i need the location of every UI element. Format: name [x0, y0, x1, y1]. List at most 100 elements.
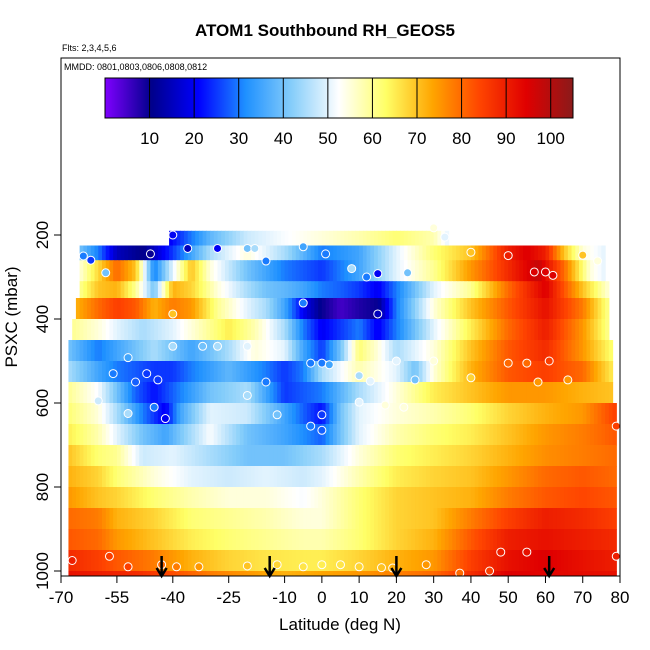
heatmap-cell: [213, 281, 219, 299]
heatmap-cell: [538, 340, 543, 362]
heatmap-cell: [195, 382, 200, 404]
heatmap-cell: [120, 571, 125, 576]
heatmap-cell: [128, 319, 133, 341]
heatmap-cell: [113, 319, 118, 341]
heatmap-cell: [407, 529, 412, 551]
heatmap-cell: [448, 550, 453, 572]
heatmap-cell: [105, 571, 111, 576]
heatmap-cell: [288, 550, 293, 572]
heatmap-cell: [87, 424, 92, 446]
heatmap-cell: [456, 445, 461, 467]
heatmap-cell: [508, 260, 513, 282]
heatmap-cell: [549, 403, 554, 425]
heatmap-cell: [377, 361, 383, 383]
heatmap-cell: [452, 466, 457, 488]
heatmap-cell: [165, 281, 170, 299]
heatmap-cell: [198, 529, 204, 551]
observation-point: [410, 375, 420, 385]
heatmap-cell: [608, 382, 614, 404]
heatmap-cell: [142, 445, 148, 467]
heatmap-cell: [381, 281, 386, 299]
heatmap-cell: [128, 571, 133, 576]
observation-point: [317, 410, 327, 420]
heatmap-cell: [288, 403, 293, 425]
heatmap-cell: [444, 361, 450, 383]
heatmap-cell: [579, 298, 584, 320]
heatmap-cell: [567, 319, 573, 341]
heatmap-cell: [247, 260, 252, 282]
heatmap-cell: [303, 298, 308, 320]
heatmap-cell: [83, 361, 88, 383]
heatmap-cell: [265, 260, 271, 282]
heatmap-cell: [329, 424, 334, 446]
heatmap-cell: [605, 508, 610, 530]
heatmap-cell: [228, 550, 234, 572]
heatmap-cell: [113, 281, 118, 299]
heatmap-cell: [407, 424, 412, 446]
heatmap-cell: [213, 340, 219, 362]
heatmap-cell: [385, 571, 390, 576]
heatmap-cell: [493, 361, 498, 383]
heatmap-cell: [552, 571, 558, 576]
heatmap-cell: [534, 529, 539, 551]
heatmap-cell: [608, 466, 614, 488]
heatmap-cell: [456, 550, 461, 572]
heatmap-cell: [541, 424, 547, 446]
heatmap-cell: [68, 466, 73, 488]
heatmap-cell: [161, 245, 166, 261]
heatmap-cell: [280, 466, 286, 488]
heatmap-cell: [526, 445, 532, 467]
heatmap-cell: [109, 550, 114, 572]
heatmap-cell: [120, 487, 125, 509]
heatmap-cell: [422, 260, 427, 282]
heatmap-cell: [224, 571, 230, 576]
heatmap-cell: [206, 529, 211, 551]
heatmap-cell: [448, 424, 453, 446]
heatmap-cell: [288, 571, 293, 576]
heatmap-cell: [180, 529, 185, 551]
heatmap-cell: [135, 424, 140, 446]
heatmap-cell: [269, 361, 275, 383]
heatmap-cell: [392, 245, 397, 261]
x-axis: -70 -55 -40 -25 -10 0 10 20 30 40 50 60 70 80: [49, 576, 629, 607]
heatmap-cell: [388, 487, 394, 509]
heatmap-cell: [280, 340, 286, 362]
heatmap-cell: [482, 298, 487, 320]
heatmap-cell: [497, 529, 502, 551]
heatmap-cell: [206, 281, 211, 299]
heatmap-cell: [552, 361, 558, 383]
dates-subtitle: MMDD: 0801,0803,0806,0808,0812: [64, 62, 207, 72]
observation-point: [466, 247, 476, 257]
heatmap-cell: [142, 508, 148, 530]
heatmap-cell: [280, 550, 286, 572]
observation-point: [298, 298, 308, 308]
observation-point: [373, 269, 383, 279]
y-axis-label: PSXC (mbar): [2, 266, 21, 367]
heatmap-cell: [128, 340, 133, 362]
heatmap-cell: [381, 466, 386, 488]
heatmap-cell: [489, 260, 494, 282]
heatmap-cell: [344, 466, 349, 488]
heatmap-cell: [385, 529, 390, 551]
heatmap-cell: [593, 529, 599, 551]
heatmap-cell: [567, 571, 573, 576]
heatmap-cell: [113, 466, 118, 488]
heatmap-cell: [333, 260, 338, 282]
heatmap-cell: [247, 466, 252, 488]
heatmap-cell: [359, 281, 364, 299]
heatmap-cell: [534, 466, 539, 488]
heatmap-cell: [552, 508, 558, 530]
heatmap-cell: [269, 466, 275, 488]
heatmap-cell: [258, 340, 263, 362]
heatmap-cell: [195, 529, 200, 551]
heatmap-cell: [411, 424, 416, 446]
heatmap-cell: [228, 361, 234, 383]
heatmap-cell: [176, 361, 181, 383]
heatmap-cell: [508, 550, 513, 572]
heatmap-cell: [288, 487, 293, 509]
heatmap-cell: [87, 487, 92, 509]
heatmap-cell: [482, 382, 487, 404]
heatmap-cell: [403, 466, 409, 488]
heatmap-cell: [467, 260, 472, 282]
heatmap-cell: [605, 340, 610, 362]
